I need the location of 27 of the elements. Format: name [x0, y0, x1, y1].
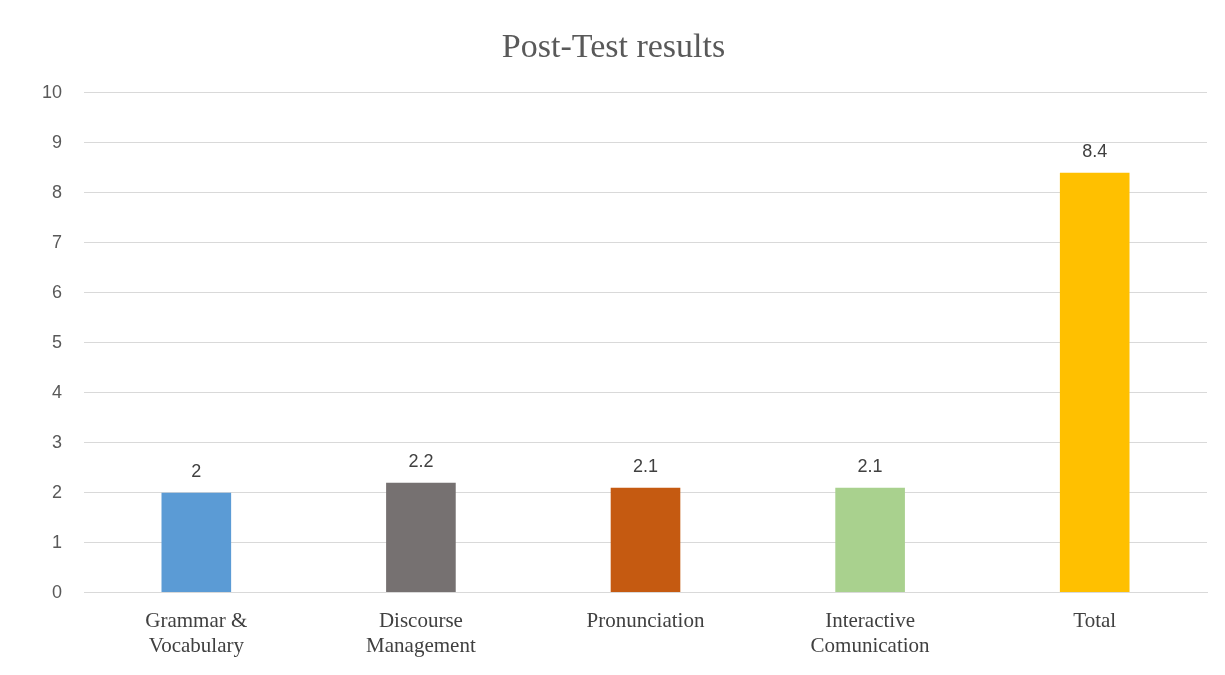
x-tick-label: Pronunciation	[586, 607, 705, 632]
data-label: 8.4	[1082, 140, 1108, 161]
x-tick-label: Grammar & Vocabulary	[145, 607, 248, 657]
bar	[1059, 172, 1130, 593]
bar	[386, 482, 456, 593]
y-tick-label: 9	[52, 131, 63, 152]
x-tick-label: Interactive Comunication	[810, 607, 931, 657]
x-tick-label: Discourse Management	[366, 607, 476, 657]
data-label: 2	[191, 460, 202, 481]
y-tick-label: 6	[52, 281, 63, 302]
y-tick-label: 4	[52, 381, 63, 402]
y-tick-label: 5	[52, 331, 63, 352]
data-label: 2.1	[857, 455, 883, 476]
y-tick-label: 7	[52, 231, 63, 252]
y-tick-label: 1	[52, 531, 63, 552]
data-label: 2.1	[633, 455, 659, 476]
bar	[161, 492, 232, 593]
bar	[610, 487, 681, 593]
data-label: 2.2	[408, 450, 434, 471]
y-tick-label: 2	[52, 481, 63, 502]
bar	[835, 487, 905, 593]
y-tick-label: 3	[52, 431, 63, 452]
y-tick-label: 8	[52, 181, 63, 202]
y-tick-label: 10	[41, 81, 63, 102]
x-tick-label: Total	[1073, 607, 1117, 632]
y-tick-label: 0	[52, 581, 63, 602]
chart-title: Post-Test results	[501, 27, 726, 65]
